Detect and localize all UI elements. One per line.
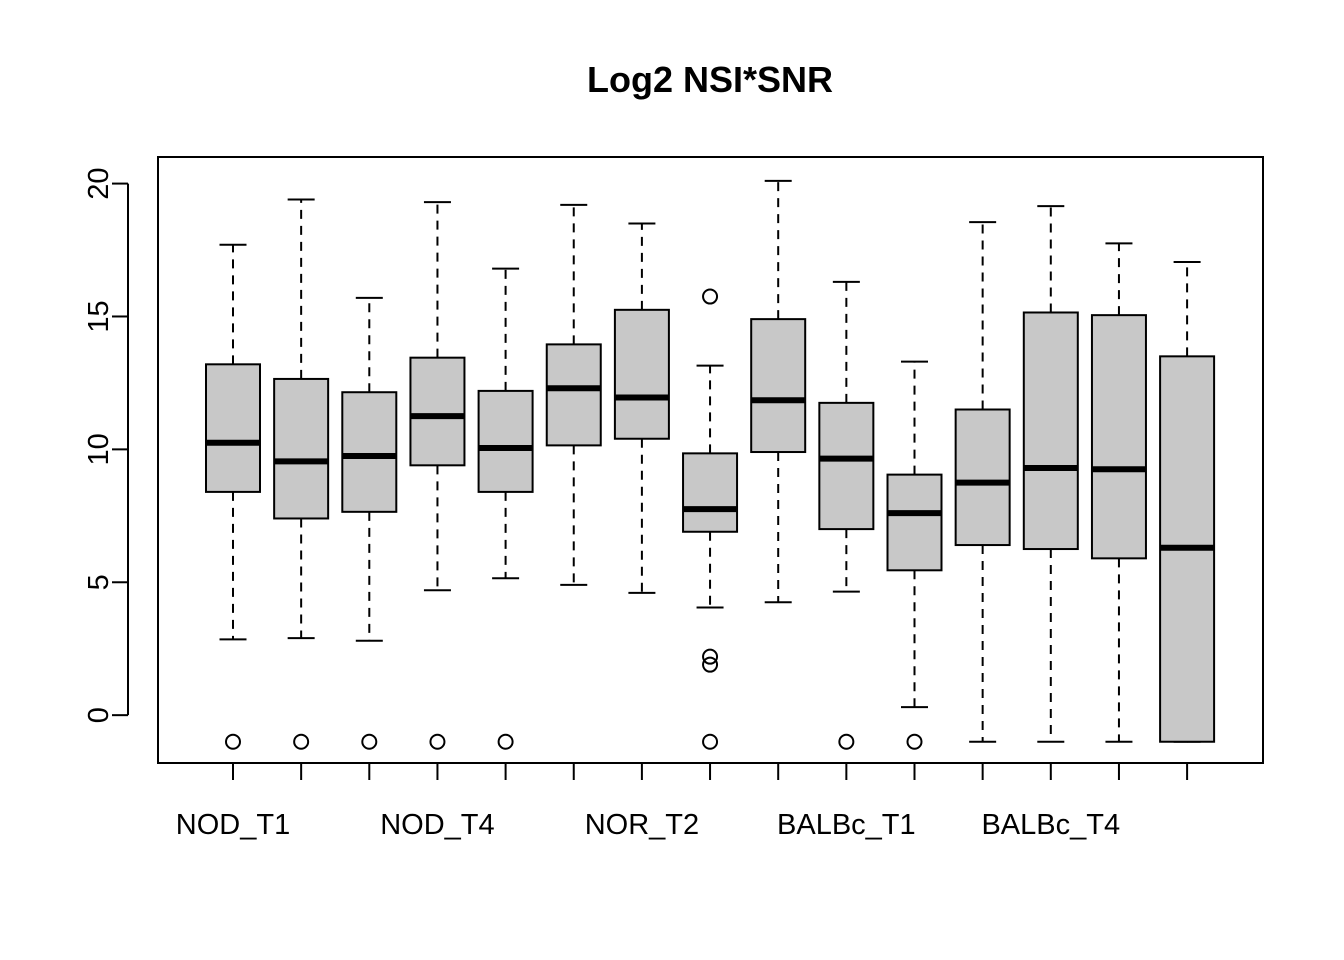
box-rect — [341, 391, 398, 513]
box-2 — [273, 198, 330, 750]
outlier-point — [906, 733, 923, 750]
chart-title: Log2 NSI*SNR — [587, 59, 833, 100]
box-6 — [545, 203, 602, 586]
box-rect — [409, 356, 466, 467]
box-8 — [682, 288, 739, 750]
outlier-point — [702, 648, 719, 665]
box-4 — [409, 201, 466, 750]
x-axis: NOD_T1 NOD_T4 NOR_T2 BALBc_T1 BALBc_T4 — [176, 762, 1189, 841]
box-12 — [954, 221, 1011, 743]
box-13 — [1022, 205, 1079, 743]
y-axis: 0 5 10 15 20 — [83, 167, 129, 723]
y-tick-label: 10 — [83, 433, 115, 465]
box-rect — [205, 363, 261, 493]
box-rect — [1090, 314, 1147, 560]
outlier-point — [293, 733, 310, 750]
x-tick-label: NOR_T2 — [585, 809, 699, 841]
outlier-point — [225, 733, 241, 750]
box-11 — [886, 360, 943, 750]
outlier-point — [702, 288, 719, 305]
box-3 — [341, 296, 398, 750]
outlier-point — [429, 733, 446, 750]
box-rect — [1022, 311, 1079, 551]
box-rect — [886, 473, 943, 572]
outlier-point — [497, 733, 514, 750]
box-9 — [750, 179, 807, 604]
box-7 — [613, 222, 670, 594]
box-rect — [750, 318, 807, 454]
x-tick-label: BALBc_T4 — [981, 809, 1120, 841]
box-10 — [818, 280, 875, 750]
box-15 — [1159, 260, 1216, 743]
box-5 — [477, 267, 534, 750]
box-rect — [477, 389, 534, 493]
y-tick-label: 15 — [83, 300, 115, 332]
plot-frame — [157, 156, 1264, 764]
box-rect — [545, 343, 602, 447]
x-tick-label: NOD_T4 — [380, 809, 494, 841]
box-rect — [954, 408, 1011, 547]
y-tick-label: 20 — [83, 167, 115, 199]
y-tick-label: 5 — [83, 574, 115, 590]
box-rect — [613, 308, 670, 440]
box-14 — [1090, 242, 1147, 743]
x-tick-label: NOD_T1 — [176, 809, 290, 841]
y-tick-label: 0 — [83, 707, 115, 723]
outlier-point — [702, 656, 719, 673]
box-1 — [205, 243, 261, 750]
outlier-point — [702, 733, 719, 750]
box-rect — [682, 452, 739, 533]
boxes-group — [205, 179, 1216, 750]
x-tick-label: BALBc_T1 — [777, 809, 916, 841]
outlier-point — [838, 733, 855, 750]
outlier-point — [361, 733, 378, 750]
box-rect — [818, 401, 875, 531]
box-rect — [273, 377, 330, 520]
